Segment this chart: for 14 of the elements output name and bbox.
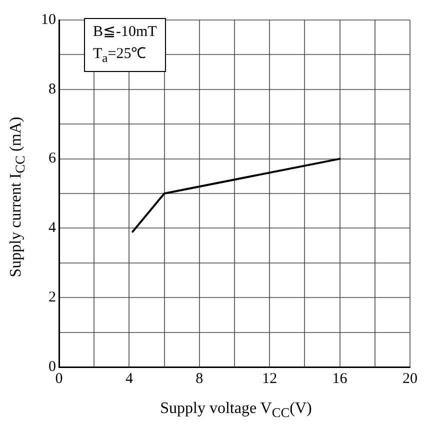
y-tick-label: 6 — [48, 150, 56, 167]
y-tick-label: 0 — [48, 358, 56, 375]
annotation: B≦-10mT — [93, 23, 157, 42]
y-tick-label: 2 — [48, 290, 56, 306]
y-tick-label: 8 — [48, 81, 56, 98]
annotation: T$_{a}$=25℃ — [93, 45, 148, 67]
x-tick-label: 4 — [125, 370, 134, 387]
x-axis-title: Supply voltage V$_{CC}$(V) — [159, 400, 313, 421]
x-tick-label: 12 — [262, 370, 278, 387]
x-tick-label: 8 — [196, 370, 204, 387]
x-tick-label: 16 — [332, 370, 348, 387]
y-tick-label: 4 — [48, 220, 56, 236]
x-tick-label: 20 — [402, 370, 418, 387]
y-tick-label: 10 — [41, 12, 56, 28]
